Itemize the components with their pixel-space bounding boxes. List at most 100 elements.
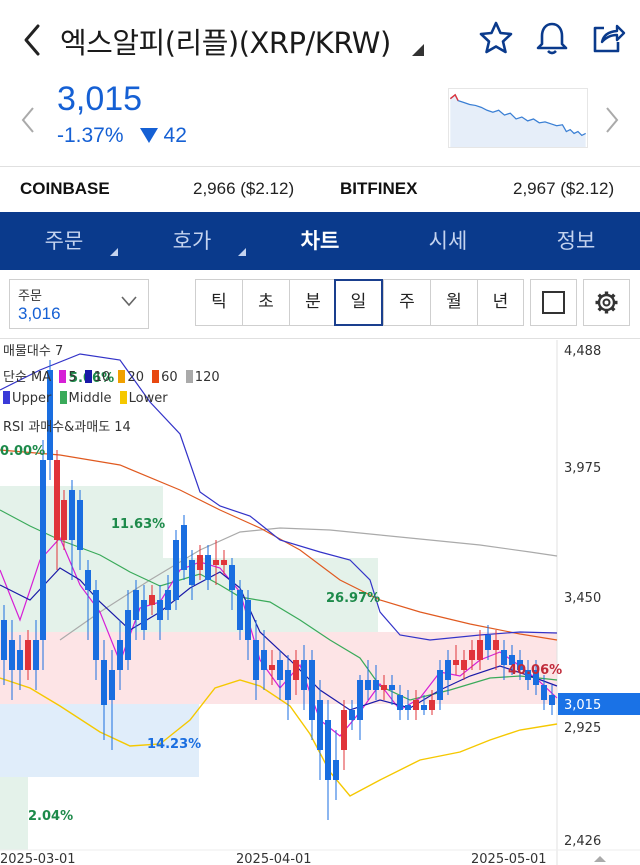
period-week[interactable]: 주 — [383, 279, 430, 326]
legend-bollinger: Upper Middle Lower — [3, 391, 168, 406]
candle-body — [461, 660, 467, 670]
candle-body — [469, 650, 475, 660]
candle-body — [317, 700, 323, 750]
title-dropdown-icon[interactable] — [412, 44, 424, 56]
candle-body — [33, 640, 39, 670]
chevron-down-icon — [121, 296, 137, 307]
candle-body — [40, 460, 46, 640]
profile-label: 40.06% — [508, 663, 562, 678]
current-price-label: 3,015 — [564, 698, 601, 713]
candle-body — [245, 600, 251, 640]
profile-label: 26.97% — [326, 591, 380, 606]
tab-info[interactable]: 정보 — [556, 229, 596, 253]
exchange-prices: COINBASE 2,966 ($2.12) BITFINEX 2,967 ($… — [0, 166, 640, 212]
candle-body — [533, 670, 539, 685]
tab-order[interactable]: 주문 — [22, 212, 118, 270]
square-icon — [542, 291, 565, 314]
period-year[interactable]: 년 — [477, 279, 524, 326]
order-select-label: 주문 — [18, 289, 42, 304]
candle-body — [517, 660, 523, 670]
legend-ma: 단순 MA 5 10 20 60 120 — [3, 370, 220, 385]
candle-body — [293, 660, 299, 680]
fullscreen-button[interactable] — [530, 279, 577, 326]
candle-body — [117, 640, 123, 670]
candle-body — [261, 650, 267, 670]
bell-icon[interactable] — [534, 20, 570, 56]
candle-body — [173, 540, 179, 600]
candle-body — [9, 640, 15, 670]
candle-body — [197, 555, 203, 570]
share-icon[interactable] — [590, 20, 626, 56]
candlestick-chart[interactable]: 0.00% 11.63% 26.97% 40.06% 14.23% 2.04% … — [0, 340, 640, 865]
candle-body — [453, 660, 459, 665]
change-percent: -1.37% — [57, 124, 124, 147]
order-select[interactable]: 주문 3,016 — [9, 279, 149, 329]
y-axis-label: 4,488 — [564, 344, 601, 359]
candles — [1, 360, 555, 820]
candle-body — [445, 660, 451, 680]
next-coin-icon[interactable] — [602, 104, 622, 136]
period-month[interactable]: 월 — [430, 279, 477, 326]
candle-body — [365, 680, 371, 690]
candle-body — [309, 660, 315, 720]
back-icon[interactable] — [18, 20, 48, 60]
candle-body — [349, 710, 355, 720]
y-axis-label: 2,426 — [564, 834, 601, 849]
star-icon[interactable] — [478, 20, 514, 56]
scroll-handle-icon[interactable] — [594, 856, 606, 862]
main-tabs: 주문 호가 차트 시세 정보 — [0, 212, 640, 270]
candle-body — [429, 700, 435, 710]
candle-body — [333, 760, 339, 780]
candle-body — [181, 525, 187, 570]
candle-body — [101, 660, 107, 705]
price-summary: 3,015 -1.37% 42 — [0, 80, 640, 166]
candle-body — [405, 705, 411, 710]
candle-body — [357, 680, 363, 720]
candle-body — [501, 650, 507, 665]
candle-body — [157, 600, 163, 620]
chart-canvas[interactable]: 0.00% 11.63% 26.97% 40.06% 14.23% 2.04% … — [0, 340, 640, 865]
candle-body — [301, 660, 307, 690]
current-price-tag — [558, 693, 640, 715]
candle-body — [61, 500, 67, 540]
tab-quotes[interactable]: 시세 — [428, 229, 468, 253]
down-triangle-icon — [139, 128, 158, 143]
candle-body — [17, 650, 23, 670]
settings-button[interactable] — [583, 279, 630, 326]
candle-body — [213, 560, 219, 565]
profile-label: 0.00% — [0, 444, 45, 459]
candle-body — [277, 660, 283, 680]
x-axis-label: 2025-03-01 — [0, 852, 76, 865]
volume-profile-zone — [0, 704, 199, 777]
candle-body — [285, 670, 291, 700]
candle-body — [381, 685, 387, 690]
divider — [0, 338, 640, 339]
exchange-price: 2,966 ($2.12) — [193, 179, 295, 198]
exchange-name: COINBASE — [20, 179, 110, 198]
candle-body — [389, 685, 395, 690]
candle-body — [85, 570, 91, 590]
candle-body — [421, 705, 427, 710]
sparkline-chart[interactable] — [448, 88, 588, 148]
profile-label: 11.63% — [111, 517, 165, 532]
candle-body — [509, 655, 515, 665]
period-minute[interactable]: 분 — [289, 279, 336, 326]
tab-chart[interactable]: 차트 — [300, 229, 340, 253]
page-title[interactable]: 엑스알피(리플)(XRP/KRW) — [60, 26, 391, 60]
period-tick[interactable]: 틱 — [195, 279, 242, 326]
candle-body — [125, 610, 131, 660]
candle-body — [189, 560, 195, 585]
candle-body — [221, 560, 227, 565]
candle-body — [141, 600, 147, 630]
x-axis-label: 2025-05-01 — [471, 852, 547, 865]
candle-body — [77, 500, 83, 550]
period-day[interactable]: 일 — [334, 279, 383, 326]
profile-label: 2.04% — [28, 809, 73, 824]
tab-orderbook[interactable]: 호가 — [150, 212, 246, 270]
profile-label: 14.23% — [147, 737, 201, 752]
prev-coin-icon[interactable] — [18, 104, 38, 136]
candle-body — [325, 720, 331, 780]
candle-body — [47, 370, 53, 460]
header: 엑스알피(리플)(XRP/KRW) — [0, 0, 640, 80]
period-second[interactable]: 초 — [242, 279, 289, 326]
